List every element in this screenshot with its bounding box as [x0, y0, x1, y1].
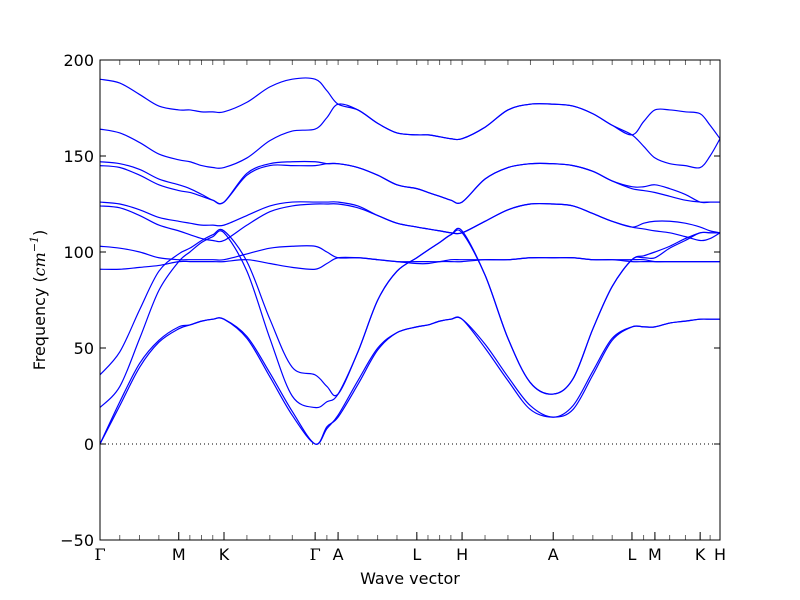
x-tick-label: L — [412, 545, 421, 564]
x-tick-label: K — [219, 545, 230, 564]
dispersion-branches — [99, 77, 721, 445]
branch-12 — [99, 77, 721, 141]
y-axis-title-unit: cm — [30, 252, 49, 276]
y-tick-label: 100 — [63, 243, 94, 262]
branch-2 — [99, 316, 720, 445]
y-tick-label: 50 — [74, 339, 94, 358]
branch-6 — [99, 245, 720, 263]
x-tick-label: Γ — [310, 545, 321, 564]
x-tick-label: L — [627, 545, 636, 564]
y-axis-title: Frequency (cm−1) — [28, 230, 49, 371]
x-tick-label: Γ — [94, 545, 105, 564]
x-tick-label: M — [172, 545, 186, 564]
y-axis: −50 0 50 100 150 200 — [60, 51, 720, 550]
branch-10 — [99, 160, 720, 205]
x-tick-label: H — [714, 545, 726, 564]
branch-5 — [99, 256, 720, 271]
y-tick-label: 150 — [63, 147, 94, 166]
axes-frame — [99, 59, 721, 541]
y-tick-label: −50 — [60, 531, 94, 550]
x-axis-title: Wave vector — [360, 569, 460, 588]
x-tick-label: M — [648, 545, 662, 564]
y-axis-title-close: ) — [30, 230, 49, 236]
y-tick-label: 200 — [63, 51, 94, 70]
x-tick-label: K — [695, 545, 706, 564]
x-tick-label: A — [333, 545, 344, 564]
x-tick-label: H — [456, 545, 468, 564]
y-axis-title-main: Frequency ( — [30, 276, 49, 370]
y-tick-label: 0 — [84, 435, 94, 454]
y-axis-title-exponent: −1 — [28, 236, 41, 252]
branch-8 — [99, 201, 721, 235]
branch-4 — [99, 227, 720, 397]
x-tick-label: A — [548, 545, 559, 564]
